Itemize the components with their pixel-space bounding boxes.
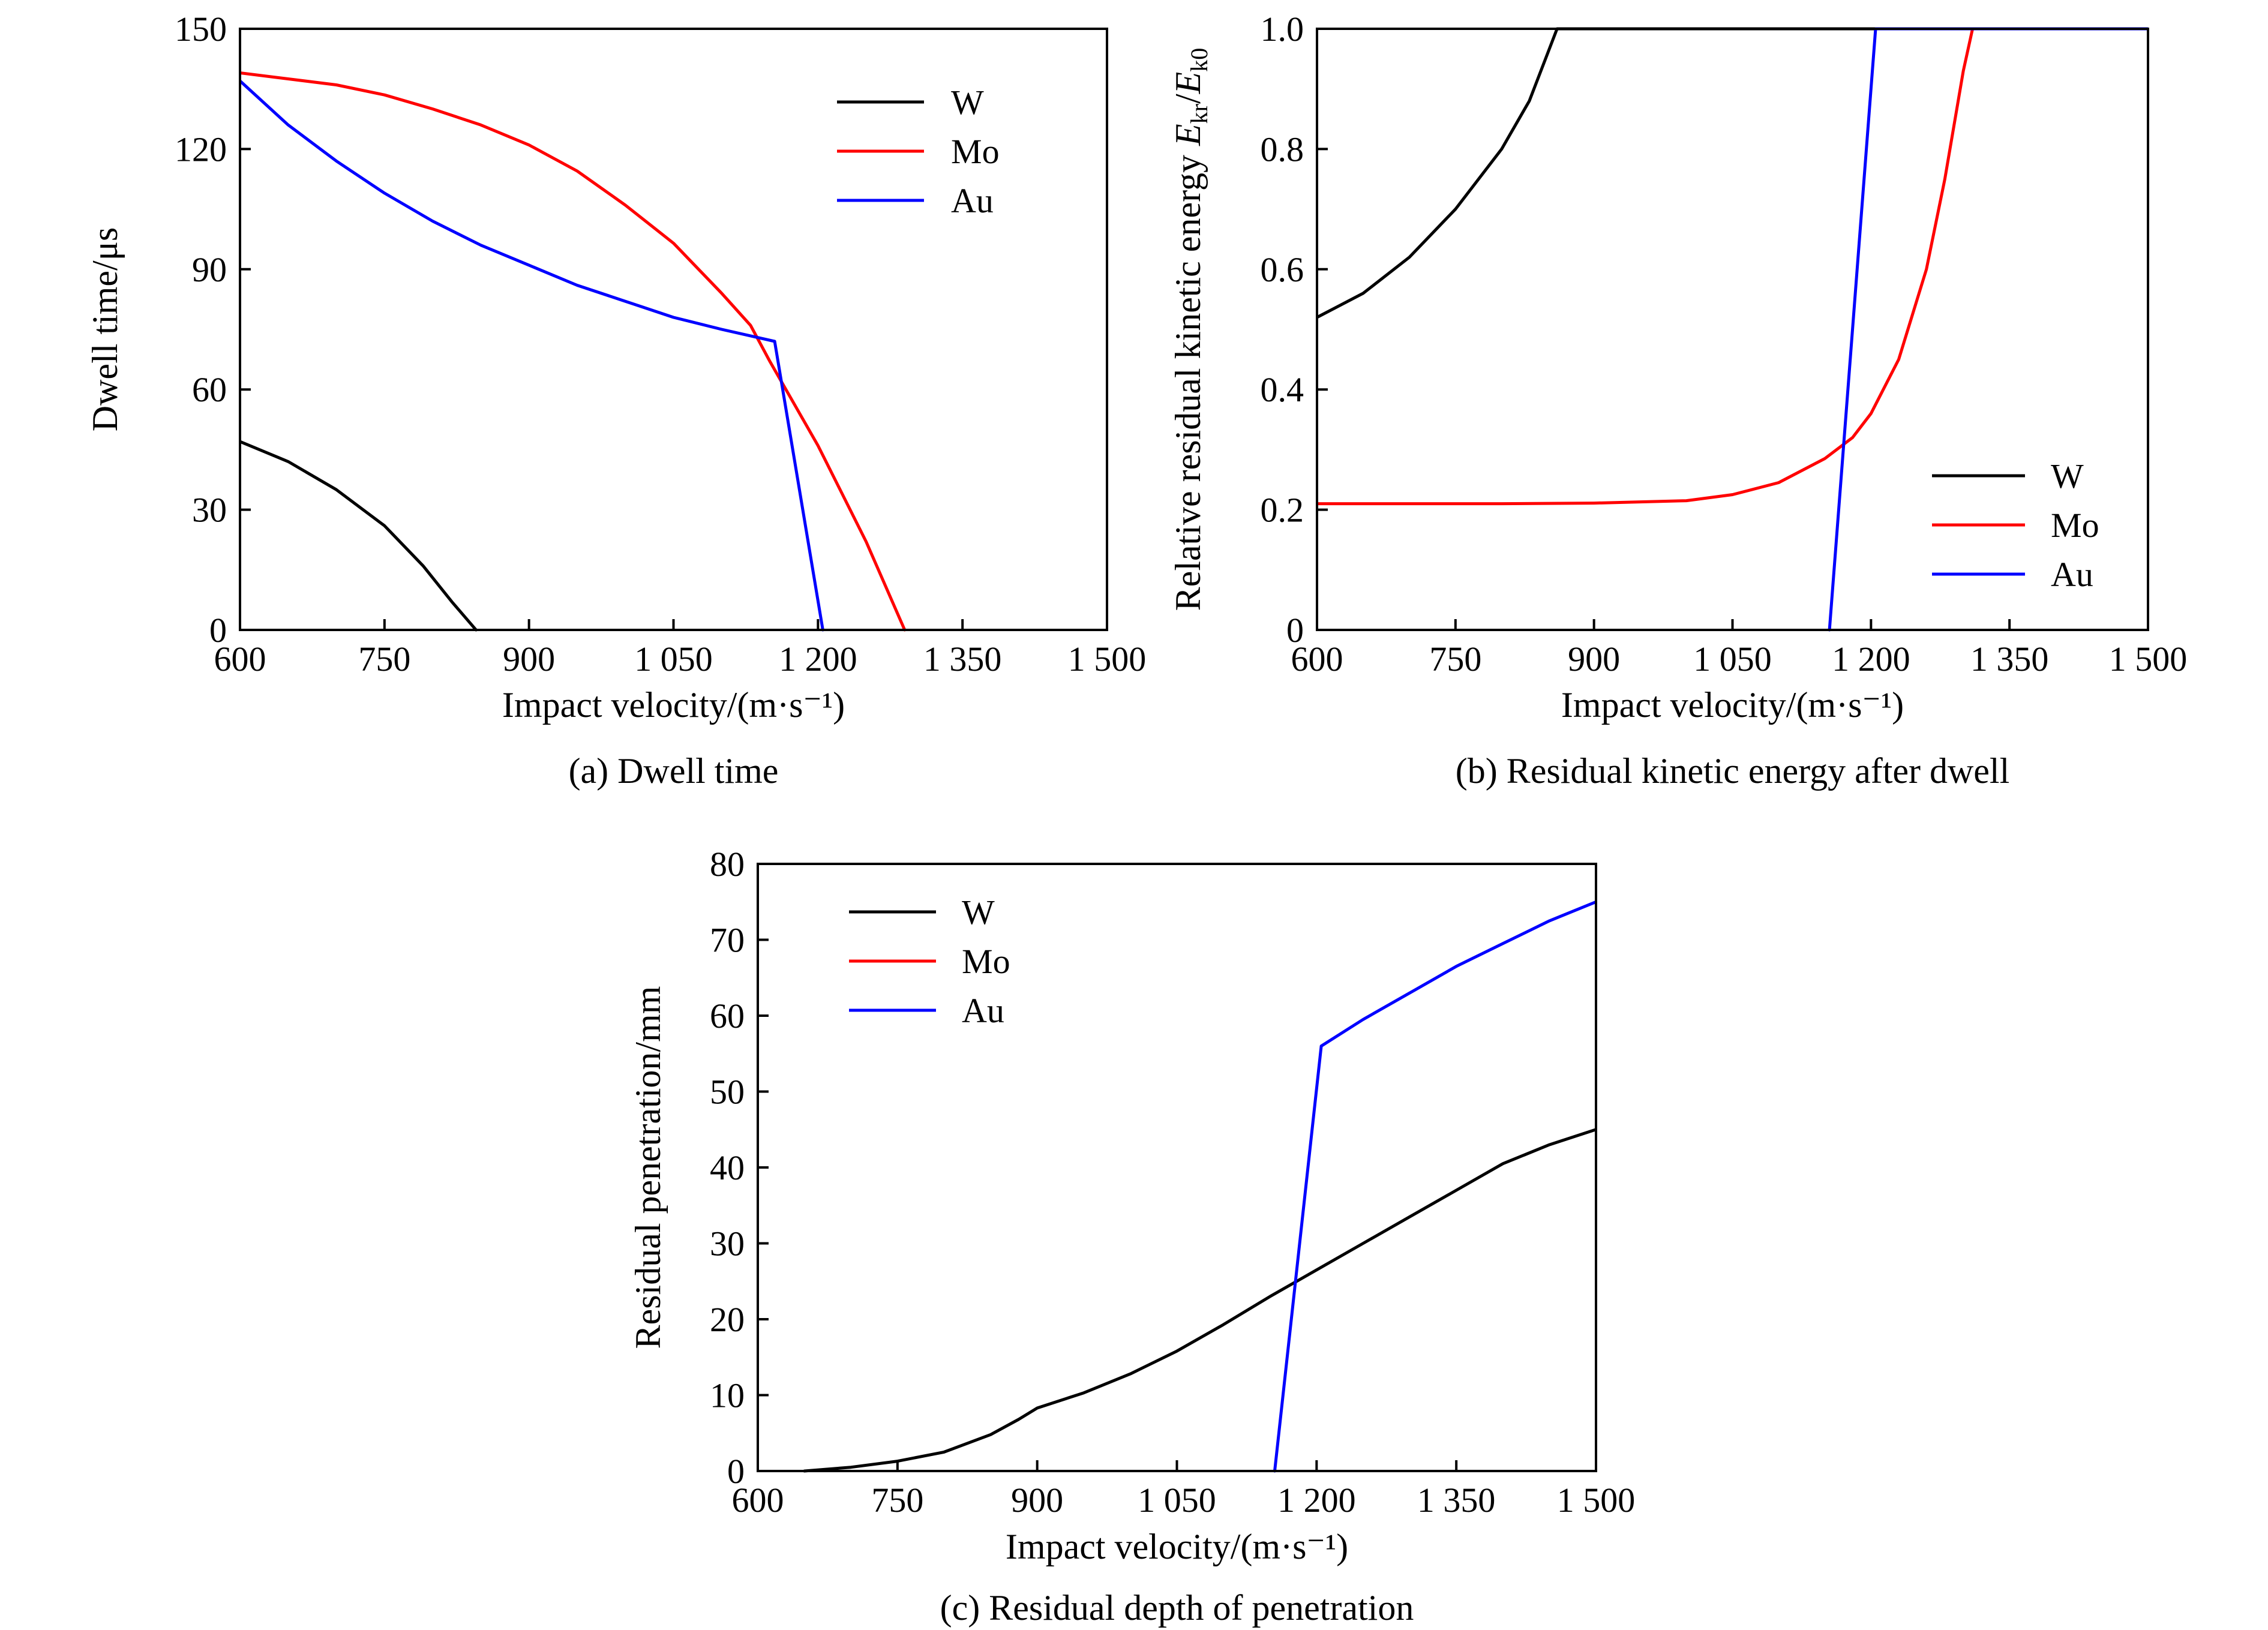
x-axis-label: Impact velocity/(m·s⁻¹) [1561, 685, 1904, 725]
x-tick-label: 600 [1291, 640, 1343, 679]
series-line-au [240, 79, 824, 632]
y-tick-label: 40 [710, 1148, 745, 1187]
y-axis-label: Residual penetration/mm [628, 986, 668, 1349]
y-axis-label: Dwell time/μs [85, 227, 125, 431]
x-tick-label: 1 050 [634, 640, 713, 679]
legend-label-mo: Mo [2051, 506, 2099, 545]
y-tick-label: 30 [710, 1224, 745, 1263]
y-tick-label: 70 [710, 921, 745, 960]
y-tick-label: 30 [192, 491, 227, 530]
x-tick-label: 1 500 [2109, 640, 2188, 679]
x-tick-label: 1 200 [1277, 1481, 1356, 1520]
chart-a-series [240, 71, 907, 632]
chart-caption: (b) Residual kinetic energy after dwell [1456, 751, 2010, 791]
x-tick-label: 750 [1429, 640, 1481, 679]
series-line-mo [1317, 27, 2148, 506]
y-tick-label: 0.4 [1261, 370, 1304, 409]
chart-caption: (c) Residual depth of penetration [940, 1588, 1414, 1628]
y-tick-label: 150 [175, 10, 227, 49]
legend: W Mo Au [849, 893, 1010, 1030]
x-axis-label: Impact velocity/(m·s⁻¹) [502, 685, 845, 725]
x-tick-label: 1 200 [779, 640, 857, 679]
legend-label-mo: Mo [962, 942, 1010, 981]
y-tick-label: 0 [727, 1452, 745, 1491]
x-tick-label: 1 050 [1693, 640, 1772, 679]
x-tick-label: 1 500 [1068, 640, 1147, 679]
x-axis-label: Impact velocity/(m·s⁻¹) [1006, 1527, 1348, 1566]
x-tick-label: 900 [1568, 640, 1620, 679]
y-tick-label: 1.0 [1261, 10, 1304, 49]
x-tick-label: 900 [503, 640, 555, 679]
x-tick-label: 900 [1011, 1481, 1063, 1520]
x-tick-label: 1 350 [1417, 1481, 1496, 1520]
chart-b: 600 750 900 1 050 1 200 1 350 1 500 0 0.2 0.4 0.6 0… [1168, 10, 2187, 791]
y-tick-label: 80 [710, 845, 745, 884]
y-tick-label: 90 [192, 250, 227, 289]
y-tick-label: 0 [209, 611, 227, 650]
y-tick-label: 0 [1286, 611, 1304, 650]
legend-label-au: Au [962, 991, 1004, 1030]
chart-a: 600 750 900 1 050 1 200 1 350 1 500 0 30 60 90 120 1… [85, 10, 1146, 791]
x-tick-label: 1 350 [1970, 640, 2049, 679]
legend: W Mo Au [1932, 457, 2099, 594]
x-tick-label: 1 350 [923, 640, 1002, 679]
legend-label-w: W [951, 83, 984, 122]
series-line-mo [240, 71, 907, 632]
x-tick-label: 1 200 [1832, 640, 1910, 679]
series-line-au [1273, 900, 1596, 1473]
series-line-au [1828, 27, 2148, 632]
x-tick-label: 750 [358, 640, 410, 679]
series-line-w [803, 1128, 1596, 1473]
y-tick-label: 120 [175, 130, 227, 169]
x-tick-label: 1 500 [1557, 1481, 1636, 1520]
legend: W Mo Au [837, 83, 1000, 220]
y-tick-label: 10 [710, 1376, 745, 1415]
series-line-w [1317, 27, 2148, 319]
x-tick-label: 600 [732, 1481, 784, 1520]
chart-b-series [1317, 27, 2148, 632]
y-tick-label: 20 [710, 1300, 745, 1339]
plot-frame [757, 863, 1597, 1472]
x-tick-label: 1 050 [1138, 1481, 1216, 1520]
y-tick-label: 60 [710, 996, 745, 1035]
y-tick-label: 0.2 [1261, 491, 1304, 530]
legend-label-mo: Mo [951, 132, 1000, 171]
chart-c-series [803, 900, 1596, 1473]
x-tick-label: 750 [871, 1481, 923, 1520]
legend-label-au: Au [2051, 555, 2093, 594]
y-tick-label: 60 [192, 370, 227, 409]
x-tick-label: 600 [214, 640, 266, 679]
y-tick-label: 0.8 [1261, 130, 1304, 169]
chart-caption: (a) Dwell time [569, 751, 779, 791]
legend-label-w: W [2051, 457, 2084, 496]
y-axis-label: Relative residual kinetic energy Ekr/Ek0 [1168, 48, 1213, 611]
legend-label-au: Au [951, 181, 994, 220]
legend-label-w: W [962, 893, 995, 932]
plot-frame [1316, 28, 2149, 631]
series-line-w [240, 440, 478, 632]
chart-c: 600 750 900 1 050 1 200 1 350 1 500 0 10 20 30 40 50… [628, 845, 1635, 1628]
y-tick-label: 0.6 [1261, 250, 1304, 289]
y-tick-label: 50 [710, 1073, 745, 1112]
